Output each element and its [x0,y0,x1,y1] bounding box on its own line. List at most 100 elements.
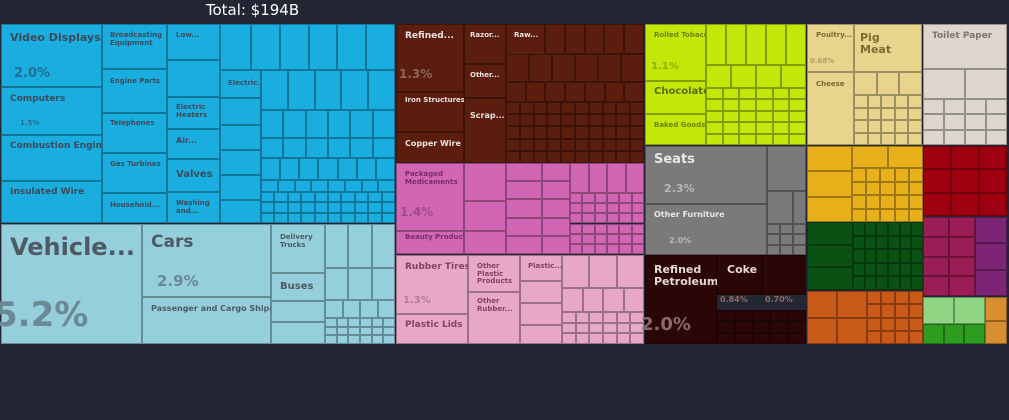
cell-animal-small [894,107,909,120]
cell-metals-small [506,102,520,115]
cell-misc [949,217,975,237]
cell-food-small [756,88,773,100]
cell-machinery-small [354,202,369,213]
cell-food-small [789,110,806,123]
cell-vegetables [911,249,923,263]
label-iron-structures: Iron Structures [405,96,465,104]
cell-food-small [746,24,766,65]
cell-chemicals-small [588,163,607,193]
cell-transport-small [383,335,395,344]
cell-wood [964,324,985,344]
cell-minerals-small [793,224,806,235]
cell-instruments [880,208,895,222]
cell-plastics-small [562,312,576,323]
cell-animal-small [894,120,909,133]
cell-plastics-small [582,288,603,312]
cell-transport-small [325,318,337,327]
cell-fuels-small [717,310,735,322]
cell-food-small [772,88,790,100]
cell-food-small [789,122,806,134]
cell-metals-small [588,114,603,127]
cell-chemicals-small [570,243,583,254]
cell-machinery-small [283,110,306,138]
cell-instruments [894,208,909,222]
cell-chemicals-small [582,223,595,234]
cell-broadcasting-equipment [102,24,167,69]
cell-vegetables [888,235,900,250]
cell-food-small [726,24,746,65]
cell-metals-small [506,138,520,151]
cell-food-small [706,110,723,123]
cell-instruments [866,195,881,209]
share-video-displays: 2.0% [14,66,51,81]
cell-chemicals-small [570,163,589,193]
share-seats: 2.3% [664,182,695,195]
cell-textiles-small [965,129,986,145]
label-refined-petroleum: Refined Petroleum [654,263,719,289]
cell-metals-small [630,102,644,115]
cell-textiles-small [923,69,965,99]
cell-metals-small [624,24,644,54]
cell-household [102,193,167,223]
cell-machinery-small [354,192,369,203]
cell-stone [909,304,923,318]
cell-food-small [756,65,781,88]
cell-instruments [807,146,852,172]
cell-plastic [520,255,562,281]
cell-air [167,129,220,159]
cell-textiles-small [965,69,1007,99]
cell-instruments [894,168,909,182]
cell-transport-small [348,224,372,268]
share-other-furniture: 2.0% [669,236,692,245]
cell-machinery-small [314,70,342,110]
cell-food-small [706,99,723,111]
cell-metals-small [529,54,552,82]
cell-metals-small [575,150,589,163]
cell-transport-small [325,326,337,336]
cell-chemicals-small [506,217,542,236]
cell-machinery-small [354,212,369,223]
cell-paper [954,297,985,324]
cell-instruments [852,208,867,222]
cell-misc [949,236,975,257]
cell-min-3 [793,191,806,224]
cell-transport-small [383,318,395,327]
cell-plastics-small [603,333,617,344]
cell-m-2 [220,24,251,70]
cell-vegetables [899,222,912,236]
cell-metals-small [565,82,585,102]
cell-stone [881,291,895,305]
cell-vegetables [899,235,912,250]
cell-m-1 [167,60,220,97]
cell-metals-small [506,114,520,127]
cell-stone [867,304,881,318]
share-vehicle-parts: 5.2% [0,295,89,335]
cell-engine-parts [102,69,167,113]
cell-machinery-small [372,110,395,138]
cell-weapons [951,192,979,216]
cell-machinery-small [261,212,275,223]
cell-other-metal [464,64,506,98]
label-washing: Washing and... [176,199,210,215]
cell-chemicals-small [570,203,583,214]
cell-transport-small [336,335,349,344]
cell-vegetables [911,222,923,236]
cell-instruments [866,181,881,195]
cell-metals-small [624,82,644,102]
cell-vegetables [807,244,853,268]
cell-textiles-small [986,129,1007,145]
cell-chemicals-small [607,233,620,244]
label-buses: Buses [280,281,314,292]
cell-machinery-small [337,24,367,70]
cell-stone [895,330,909,344]
cell-metals-small [602,102,617,115]
cell-chem-2 [464,201,506,231]
cell-metals-small [588,126,603,139]
cell-vegetables [888,222,900,236]
cell-chemicals-small [542,199,570,218]
cell-beauty-products [396,231,464,254]
label-engine-parts: Engine Parts [110,77,160,85]
cell-minerals-small [780,234,793,245]
cell-food-small [756,133,773,145]
cell-instruments [908,195,923,209]
